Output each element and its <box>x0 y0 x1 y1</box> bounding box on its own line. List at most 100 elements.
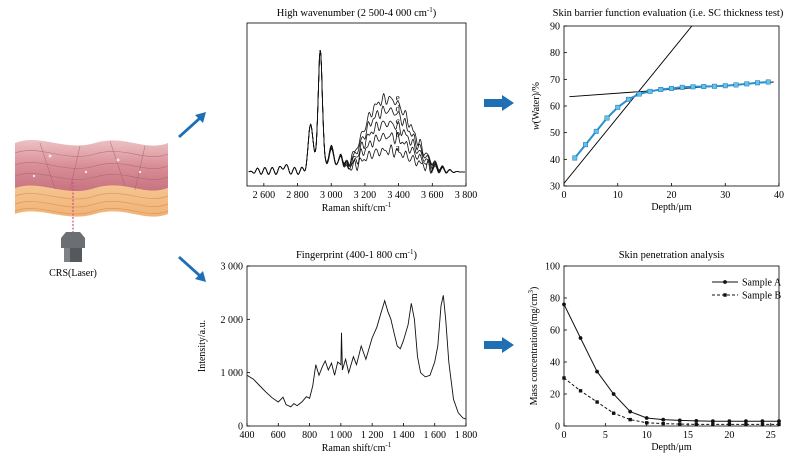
data-point <box>658 87 664 92</box>
spectrum-line <box>246 295 467 420</box>
x-axis-label: Raman shift/cm-1 <box>322 441 392 454</box>
data-point <box>760 422 765 427</box>
data-point <box>611 392 616 396</box>
series-line <box>563 377 779 425</box>
spectrum-line-e <box>248 50 465 175</box>
data-point <box>701 84 707 89</box>
data-point <box>562 302 566 307</box>
y-tick-label: 30 <box>550 182 560 193</box>
data-point <box>733 82 739 88</box>
x-tick-label: 1 400 <box>392 430 415 441</box>
data-point <box>712 83 717 89</box>
data-point <box>727 422 732 427</box>
data-point <box>636 91 642 97</box>
y-tick-label: 50 <box>550 128 560 139</box>
y-tick-label: 80 <box>550 48 560 59</box>
y-tick-label: 1 000 <box>221 368 244 379</box>
x-axis-label: Raman shift/cm-1 <box>322 201 392 214</box>
plot-frame <box>246 265 467 427</box>
y-tick-label: 0 <box>555 422 560 433</box>
chart-title: Skin barrier function evaluation (i.e. S… <box>553 8 784 19</box>
x-tick-label: 3 000 <box>320 190 343 201</box>
plot-frame <box>563 265 780 427</box>
data-point <box>595 400 599 404</box>
data-point <box>777 422 781 427</box>
series-line <box>563 304 779 422</box>
y-tick-label: 80 <box>550 294 560 305</box>
y-tick-label: 60 <box>550 102 560 113</box>
arrow-to-skin-barrier <box>484 95 514 111</box>
legend-marker <box>723 293 727 297</box>
x-tick-label: 20 <box>667 190 677 201</box>
data-point <box>572 155 578 161</box>
chart-title: Fingerprint (400-1 800 cm-1) <box>296 248 418 261</box>
x-tick-label: 5 <box>603 430 608 441</box>
arrow-to-fingerprint <box>178 256 206 282</box>
data-point <box>690 84 696 90</box>
x-tick-label: 600 <box>271 430 286 441</box>
arrow-to-skin-penetration <box>484 337 514 353</box>
y-tick-label: 100 <box>545 262 560 273</box>
y-axis-label: Mass concentration/(mg/cm3) <box>527 287 540 406</box>
data-point <box>677 418 682 423</box>
data-point <box>744 81 750 87</box>
x-tick-label: 1 600 <box>423 430 446 441</box>
data-point <box>765 79 771 85</box>
data-point <box>694 418 699 423</box>
arrow-to-high-wavenumber <box>178 112 206 138</box>
data-point <box>760 419 765 424</box>
data-point <box>583 142 588 148</box>
legend-marker <box>723 280 727 284</box>
legend-label: Sample B <box>742 291 781 302</box>
y-tick-label: 40 <box>550 358 560 369</box>
data-point <box>678 422 682 426</box>
curve-label: d <box>396 104 401 114</box>
data-point <box>562 376 566 380</box>
spectrum-line-c <box>248 50 465 175</box>
y-tick-label: 3 000 <box>221 262 244 273</box>
flow-arrows <box>178 95 514 353</box>
curve-label: c <box>396 116 400 126</box>
plot-frame <box>563 25 780 187</box>
skin-barrier-chart: Skin barrier function evaluation (i.e. S… <box>531 8 784 213</box>
x-tick-label: 40 <box>774 190 784 201</box>
x-tick-label: 400 <box>240 430 255 441</box>
y-axis-label: w(Water)/% <box>531 82 542 130</box>
data-point <box>615 104 621 110</box>
x-tick-label: 20 <box>724 430 734 441</box>
x-tick-label: 3 800 <box>455 190 478 201</box>
x-tick-label: 1 800 <box>455 430 478 441</box>
data-point <box>694 422 699 427</box>
data-point <box>661 421 665 426</box>
x-axis-label: Depth/μm <box>651 442 692 453</box>
curve-label: a <box>396 142 400 152</box>
y-tick-label: 90 <box>550 22 560 33</box>
high-wavenumber-chart: High wavenumber (2 500-4 000 cm-1) 2 600 2… <box>246 6 478 214</box>
data-point <box>669 85 674 91</box>
x-tick-label: 1 000 <box>330 430 353 441</box>
legend-label: Sample A <box>742 278 782 289</box>
skin-illustration <box>14 140 169 232</box>
chart-title: Skin penetration analysis <box>619 250 725 261</box>
x-tick-label: 3 200 <box>354 190 377 201</box>
data-point <box>644 421 649 425</box>
curve-label: e <box>396 93 400 103</box>
y-tick-label: 70 <box>550 75 560 86</box>
data-point <box>744 419 748 424</box>
data-point <box>777 419 781 424</box>
device-label: CRS(Laser) <box>49 268 97 279</box>
x-tick-label: 15 <box>683 430 693 441</box>
spectrum-line-d <box>248 50 465 175</box>
y-tick-label: 60 <box>550 326 560 337</box>
x-tick-label: 25 <box>766 430 776 441</box>
data-point <box>744 422 748 427</box>
y-axis-label: Intensity/a.u. <box>197 320 208 372</box>
data-point <box>578 336 583 340</box>
data-point <box>661 417 666 422</box>
data-point <box>679 84 685 90</box>
data-point <box>628 409 633 414</box>
data-point <box>628 417 632 422</box>
curve-label: b <box>396 129 401 139</box>
plot-frame <box>246 22 467 187</box>
